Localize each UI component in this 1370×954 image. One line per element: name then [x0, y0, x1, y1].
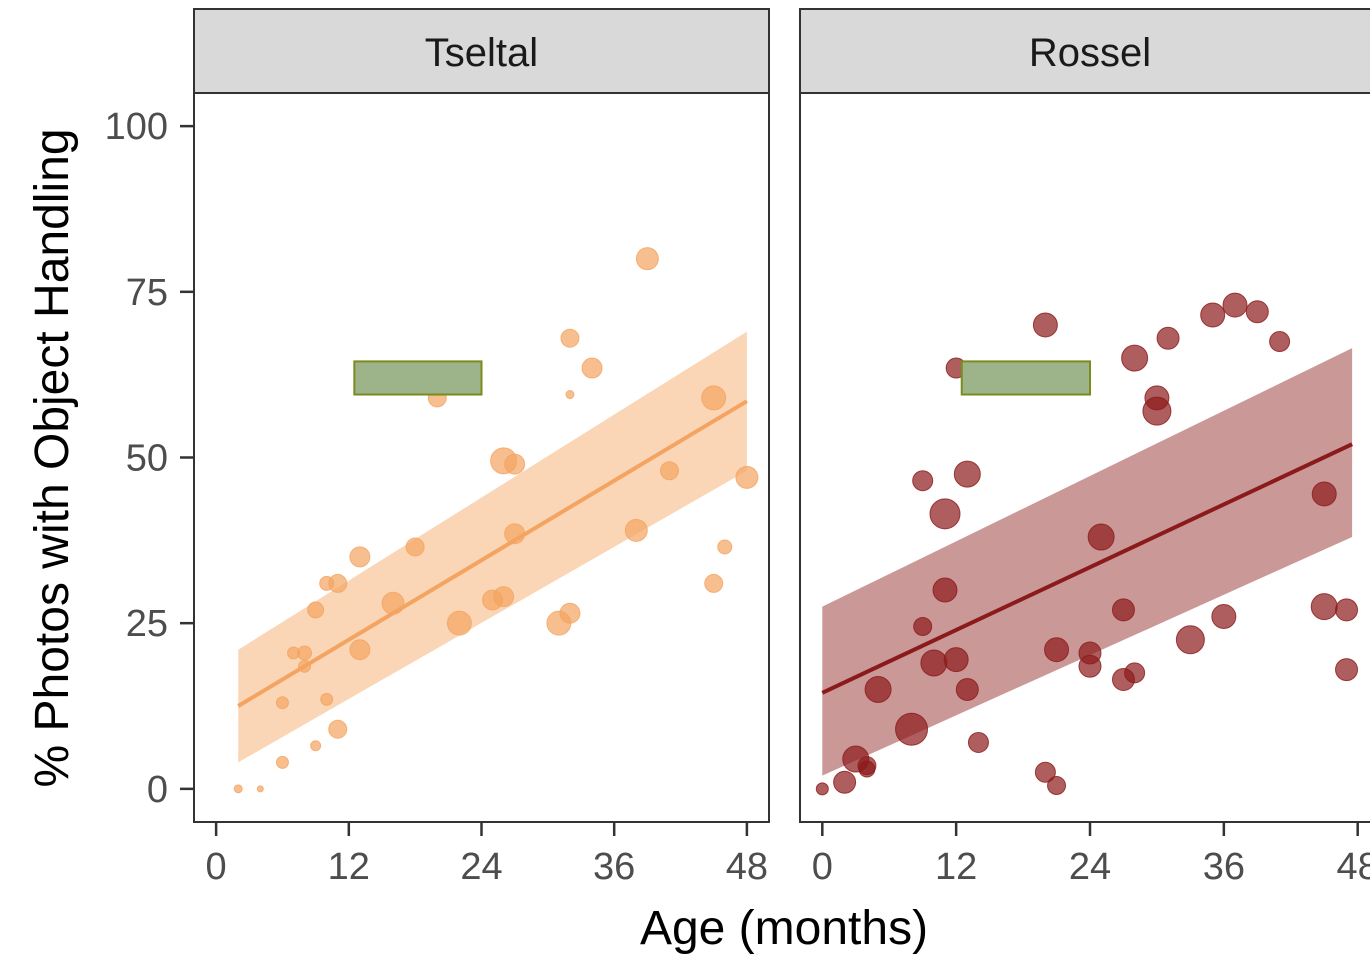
data-point: [349, 639, 371, 661]
data-point: [913, 616, 933, 636]
panel-background: [193, 92, 770, 823]
x-tick-label: 48: [1337, 846, 1370, 888]
data-point: [1335, 598, 1359, 622]
panel-tseltal: Tseltal 0 12 24 36 48: [193, 8, 770, 888]
data-point: [920, 649, 948, 677]
data-point: [493, 586, 515, 608]
data-point: [864, 675, 892, 703]
x-axis: 0 12 24 36 48: [206, 822, 768, 888]
y-tick-label: 100: [105, 106, 168, 148]
data-point: [1310, 593, 1338, 621]
data-point: [1156, 326, 1180, 350]
data-point: [1200, 302, 1226, 328]
data-point: [833, 770, 857, 794]
data-point: [565, 390, 575, 400]
data-point: [701, 385, 727, 411]
data-point: [328, 573, 348, 593]
panels: 0 25 50 75 100 Tseltal 0 12 24 36 48 Rossel 0 12 24 36 4…: [105, 8, 1370, 888]
data-point: [310, 740, 322, 752]
data-point: [1335, 658, 1359, 682]
data-point: [256, 785, 264, 793]
facet-strip: [799, 8, 1370, 94]
data-point: [233, 784, 243, 794]
data-point: [275, 696, 289, 710]
data-point: [943, 647, 969, 673]
x-tick-label: 24: [460, 846, 502, 888]
data-point: [735, 465, 759, 489]
data-point: [967, 731, 989, 753]
data-point: [1269, 331, 1291, 353]
data-point: [659, 461, 679, 481]
data-point: [624, 518, 648, 542]
data-point: [1142, 396, 1172, 426]
data-point: [1124, 662, 1146, 684]
facet-strip-label: Rossel: [1029, 31, 1151, 75]
data-point: [405, 537, 425, 557]
data-point: [1034, 761, 1056, 783]
data-point: [717, 539, 733, 555]
data-point: [1245, 300, 1269, 324]
data-point: [1032, 312, 1058, 338]
x-tick-label: 24: [1069, 846, 1111, 888]
x-tick-label: 12: [935, 846, 977, 888]
data-point: [307, 601, 325, 619]
data-point: [1111, 598, 1135, 622]
data-point: [1047, 776, 1067, 796]
data-point: [559, 602, 581, 624]
data-point: [953, 460, 981, 488]
facet-strip: [193, 8, 770, 94]
panel-content: [233, 247, 759, 794]
y-axis-title: % Photos with Object Handling: [26, 128, 79, 787]
data-point: [504, 453, 526, 475]
data-point: [912, 470, 934, 492]
data-point: [929, 498, 961, 530]
y-tick-label: 25: [126, 603, 168, 645]
data-point: [320, 692, 334, 706]
facet-strip-label: Tseltal: [425, 31, 538, 75]
panel-rossel: Rossel 0 12 24 36 48: [799, 8, 1370, 888]
x-tick-label: 0: [812, 846, 833, 888]
x-axis-title: Age (months): [640, 902, 928, 954]
x-tick-label: 0: [206, 846, 227, 888]
regression-line: [821, 442, 1353, 695]
x-tick-label: 36: [1203, 846, 1245, 888]
data-point: [1044, 637, 1070, 663]
data-point: [1087, 523, 1115, 551]
data-point: [1121, 344, 1149, 372]
x-tick-label: 48: [726, 846, 768, 888]
data-point: [635, 247, 659, 271]
regression-line: [237, 399, 748, 708]
x-tick-label: 36: [593, 846, 635, 888]
data-point: [328, 719, 348, 739]
x-tick-label: 12: [328, 846, 370, 888]
data-point: [1175, 625, 1205, 655]
highlight-rectangle: [960, 360, 1091, 396]
highlight-rectangle: [353, 360, 483, 396]
y-axis: 0 25 50 75 100: [105, 106, 194, 811]
data-point: [446, 610, 472, 636]
data-point: [1078, 654, 1102, 678]
data-point: [275, 755, 289, 769]
data-point: [297, 645, 313, 661]
data-point: [581, 357, 603, 379]
y-tick-label: 0: [147, 769, 168, 811]
x-axis: 0 12 24 36 48: [812, 822, 1370, 888]
data-point: [1222, 292, 1248, 318]
data-point: [955, 677, 979, 701]
data-point: [1311, 481, 1337, 507]
data-point: [1211, 604, 1237, 630]
data-point: [895, 712, 929, 746]
data-point: [857, 756, 877, 776]
data-point: [704, 573, 724, 593]
data-point: [815, 782, 829, 796]
y-tick-label: 75: [126, 272, 168, 314]
data-point: [932, 577, 958, 603]
panel-content: [815, 292, 1359, 796]
data-point: [560, 328, 580, 348]
data-point: [349, 546, 371, 568]
y-tick-label: 50: [126, 438, 168, 480]
